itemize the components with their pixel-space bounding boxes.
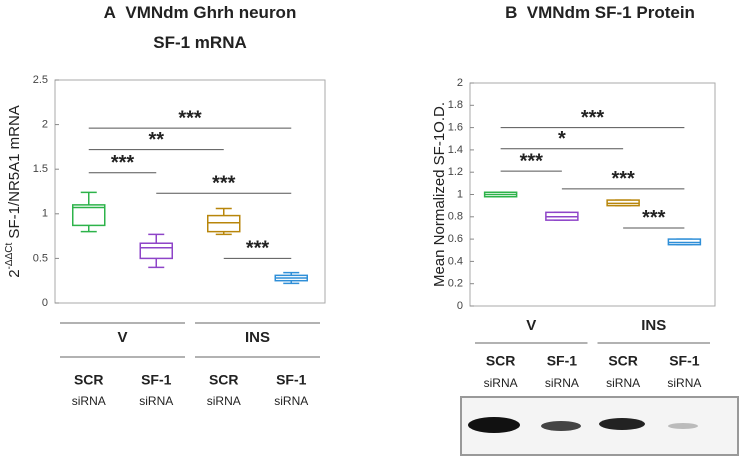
chart-title: A VMNdm Ghrh neuron bbox=[104, 3, 297, 22]
category-label: SF-1 bbox=[141, 372, 172, 388]
chart-title: SF-1 mRNA bbox=[153, 33, 247, 52]
significance-label: *** bbox=[246, 238, 270, 260]
y-tick-label: 0 bbox=[42, 297, 48, 309]
significance-label: * bbox=[558, 128, 566, 150]
box bbox=[207, 214, 241, 233]
y-tick-label: 0.4 bbox=[448, 255, 463, 267]
western-blot bbox=[460, 396, 739, 456]
category-label: SF-1 bbox=[669, 353, 700, 369]
y-tick-label: 1.5 bbox=[33, 163, 48, 175]
y-tick-label: 1 bbox=[457, 188, 463, 200]
y-tick-label: 2 bbox=[457, 77, 463, 89]
y-tick-label: 0.8 bbox=[448, 211, 463, 223]
y-tick-label: 2 bbox=[42, 119, 48, 131]
significance-label: *** bbox=[520, 150, 544, 172]
y-axis-label-part: -ΔΔCt bbox=[4, 243, 15, 270]
significance-label: *** bbox=[111, 152, 135, 174]
category-label: SCR bbox=[608, 353, 638, 369]
category-label: SCR bbox=[486, 353, 516, 369]
group-label: V bbox=[526, 317, 536, 334]
category-sublabel: siRNA bbox=[274, 394, 308, 408]
y-tick-label: 1.4 bbox=[448, 144, 463, 156]
group-label: V bbox=[117, 329, 127, 346]
y-tick-label: 1.8 bbox=[448, 99, 463, 111]
significance-label: *** bbox=[212, 173, 236, 195]
box bbox=[139, 242, 173, 260]
category-sublabel: siRNA bbox=[207, 394, 241, 408]
category-sublabel: siRNA bbox=[484, 376, 518, 390]
y-tick-label: 2.5 bbox=[33, 74, 48, 86]
significance-label: *** bbox=[611, 168, 635, 190]
category-label: SCR bbox=[74, 372, 104, 388]
title-gap bbox=[517, 3, 526, 22]
significance-label: *** bbox=[178, 107, 202, 129]
y-tick-label: 1 bbox=[42, 208, 48, 220]
plot-frame bbox=[54, 79, 326, 304]
group-label: INS bbox=[641, 317, 666, 334]
category-sublabel: siRNA bbox=[72, 394, 106, 408]
panel-label: B bbox=[505, 3, 517, 22]
y-axis-label-part: Mean Normalized SF-1O.D. bbox=[431, 102, 448, 287]
category-sublabel: siRNA bbox=[606, 376, 640, 390]
y-tick-label: 0.2 bbox=[448, 278, 463, 290]
y-axis-label-part: SF-1/NR5A1 mRNA bbox=[6, 105, 23, 243]
y-tick-label: 1.2 bbox=[448, 166, 463, 178]
box bbox=[72, 204, 106, 227]
significance-label: ** bbox=[148, 129, 164, 151]
title-line: VMNdm SF-1 Protein bbox=[527, 3, 695, 22]
y-tick-label: 0 bbox=[457, 300, 463, 312]
y-axis-label-part: 2 bbox=[6, 269, 23, 277]
category-sublabel: siRNA bbox=[545, 376, 579, 390]
category-sublabel: siRNA bbox=[139, 394, 173, 408]
chart-title: B VMNdm SF-1 Protein bbox=[505, 3, 695, 22]
y-axis-label: 2-ΔΔCt SF-1/NR5A1 mRNA bbox=[4, 105, 23, 278]
category-label: SF-1 bbox=[547, 353, 578, 369]
title-line: SF-1 mRNA bbox=[153, 33, 247, 52]
category-label: SCR bbox=[209, 372, 239, 388]
y-tick-label: 0.5 bbox=[33, 252, 48, 264]
title-gap bbox=[116, 3, 125, 22]
y-tick-label: 1.6 bbox=[448, 122, 463, 134]
significance-label: *** bbox=[642, 207, 666, 229]
title-line: VMNdm Ghrh neuron bbox=[125, 3, 296, 22]
category-sublabel: siRNA bbox=[667, 376, 701, 390]
panel-label: A bbox=[104, 3, 116, 22]
group-label: INS bbox=[245, 329, 270, 346]
significance-label: *** bbox=[581, 107, 605, 129]
y-tick-label: 0.6 bbox=[448, 233, 463, 245]
category-label: SF-1 bbox=[276, 372, 307, 388]
y-axis-label: Mean Normalized SF-1O.D. bbox=[431, 102, 448, 287]
